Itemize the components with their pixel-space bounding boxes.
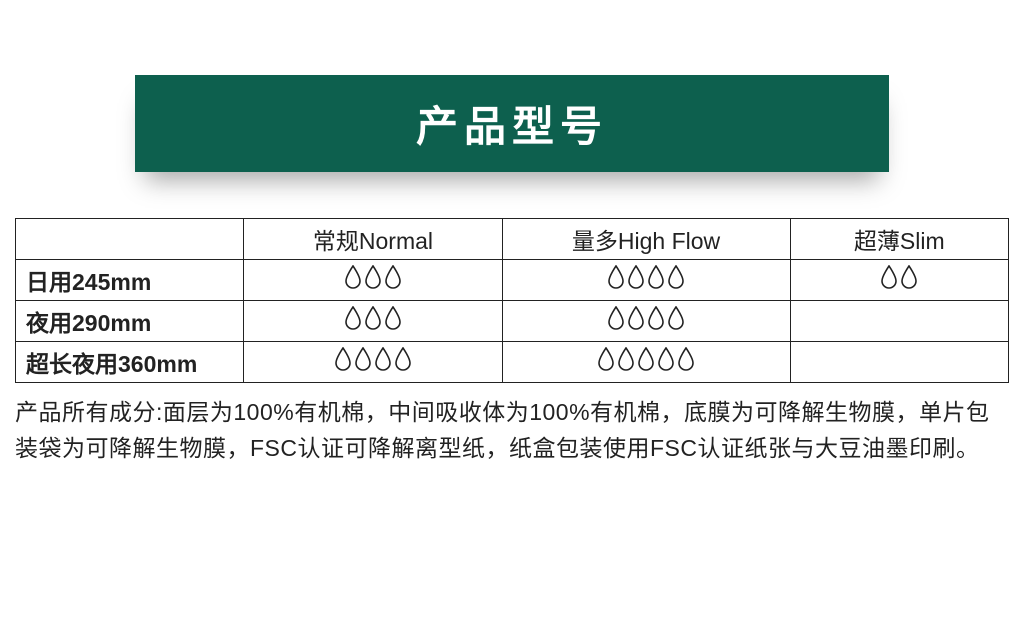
drop-icon-group — [607, 265, 685, 295]
drop-icon — [364, 306, 382, 336]
title-banner: 产品型号 — [135, 75, 889, 172]
cell-normal — [244, 342, 502, 383]
cell-normal — [244, 301, 502, 342]
drop-icon — [344, 306, 362, 336]
drop-icon — [667, 265, 685, 295]
product-table-wrap: 常规Normal 量多High Flow 超薄Slim 日用245mm夜用290… — [15, 218, 1009, 383]
drop-icon — [900, 265, 918, 295]
drop-icon — [647, 306, 665, 336]
drop-icon — [617, 347, 635, 377]
drop-icon — [384, 306, 402, 336]
drop-icon — [384, 265, 402, 295]
drop-icon — [880, 265, 898, 295]
drop-icon — [334, 347, 352, 377]
table-row: 夜用290mm — [16, 301, 1009, 342]
drop-icon — [597, 347, 615, 377]
row-label: 夜用290mm — [16, 301, 244, 342]
drop-icon — [374, 347, 392, 377]
col-header-slim: 超薄Slim — [790, 219, 1008, 260]
cell-slim — [790, 260, 1008, 301]
drop-icon — [607, 306, 625, 336]
cell-slim — [790, 342, 1008, 383]
table-row: 超长夜用360mm — [16, 342, 1009, 383]
row-label: 日用245mm — [16, 260, 244, 301]
cell-high — [502, 260, 790, 301]
drop-icon — [677, 347, 695, 377]
drop-icon — [657, 347, 675, 377]
row-label: 超长夜用360mm — [16, 342, 244, 383]
drop-icon — [627, 306, 645, 336]
col-header-high: 量多High Flow — [502, 219, 790, 260]
drop-icon — [607, 265, 625, 295]
col-header-empty — [16, 219, 244, 260]
drop-icon — [647, 265, 665, 295]
cell-normal — [244, 260, 502, 301]
drop-icon — [344, 265, 362, 295]
drop-icon — [627, 265, 645, 295]
drop-icon — [354, 347, 372, 377]
drop-icon-group — [344, 265, 402, 295]
drop-icon-group — [344, 306, 402, 336]
cell-high — [502, 342, 790, 383]
drop-icon — [394, 347, 412, 377]
drop-icon — [637, 347, 655, 377]
drop-icon-group — [607, 306, 685, 336]
table-row: 日用245mm — [16, 260, 1009, 301]
drop-icon-group — [334, 347, 412, 377]
drop-icon — [364, 265, 382, 295]
col-header-normal: 常规Normal — [244, 219, 502, 260]
drop-icon-group — [597, 347, 695, 377]
cell-slim — [790, 301, 1008, 342]
product-table: 常规Normal 量多High Flow 超薄Slim 日用245mm夜用290… — [15, 218, 1009, 383]
cell-high — [502, 301, 790, 342]
ingredients-description: 产品所有成分:面层为100%有机棉，中间吸收体为100%有机棉，底膜为可降解生物… — [15, 395, 1009, 466]
drop-icon — [667, 306, 685, 336]
drop-icon-group — [880, 265, 918, 295]
